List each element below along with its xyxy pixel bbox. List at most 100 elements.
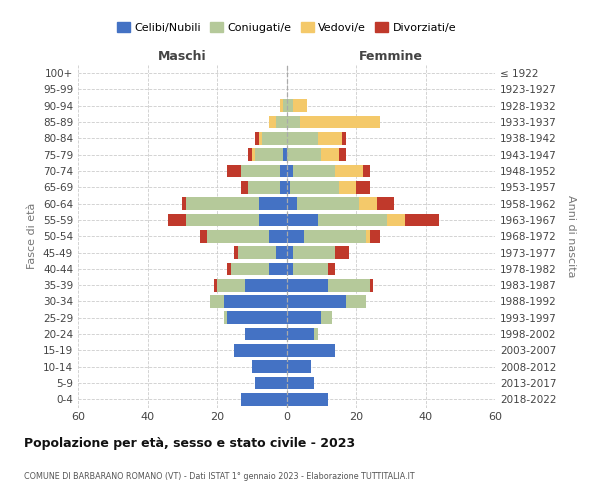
Bar [318,132,342,145]
Bar [293,100,307,112]
Bar [287,360,311,373]
Bar [287,181,290,194]
Bar [328,279,370,291]
Text: COMUNE DI BARBARANO ROMANO (VT) - Dati ISTAT 1° gennaio 2023 - Elaborazione TUTT: COMUNE DI BARBARANO ROMANO (VT) - Dati I… [24,472,415,481]
Bar [287,214,318,226]
Bar [238,246,276,259]
Bar [283,100,287,112]
Bar [255,376,287,390]
Bar [293,164,335,177]
Bar [248,181,280,194]
Bar [287,246,293,259]
Bar [276,116,287,128]
Bar [363,164,370,177]
Bar [318,214,387,226]
Bar [287,148,321,161]
Bar [241,393,287,406]
Bar [241,181,248,194]
Bar [314,328,318,340]
Bar [235,246,238,259]
Bar [370,230,380,242]
Bar [290,181,338,194]
Bar [287,262,293,275]
Bar [356,181,370,194]
Bar [255,132,259,145]
Bar [280,164,287,177]
Bar [297,198,359,210]
Y-axis label: Anni di nascita: Anni di nascita [566,195,576,278]
Bar [252,360,287,373]
Bar [287,132,318,145]
Bar [335,246,349,259]
Bar [287,100,293,112]
Bar [293,246,335,259]
Bar [321,312,332,324]
Bar [262,132,287,145]
Bar [245,328,287,340]
Bar [377,198,394,210]
Bar [241,164,280,177]
Bar [335,164,363,177]
Bar [287,279,328,291]
Bar [338,181,356,194]
Bar [206,230,269,242]
Bar [287,230,304,242]
Text: Maschi: Maschi [158,50,206,62]
Bar [359,198,377,210]
Bar [287,328,314,340]
Bar [304,230,367,242]
Bar [255,148,283,161]
Bar [338,148,346,161]
Bar [287,312,321,324]
Bar [214,279,217,291]
Bar [287,393,328,406]
Bar [235,344,287,357]
Bar [227,312,287,324]
Bar [287,164,293,177]
Bar [210,295,224,308]
Bar [252,148,255,161]
Bar [287,376,314,390]
Bar [283,148,287,161]
Bar [287,116,301,128]
Bar [287,344,335,357]
Bar [259,214,287,226]
Legend: Celibi/Nubili, Coniugati/e, Vedovi/e, Divorziati/e: Celibi/Nubili, Coniugati/e, Vedovi/e, Di… [112,18,461,37]
Bar [259,132,262,145]
Bar [276,246,287,259]
Bar [293,262,328,275]
Bar [287,295,346,308]
Bar [231,262,269,275]
Text: Femmine: Femmine [359,50,423,62]
Bar [287,198,297,210]
Bar [169,214,186,226]
Bar [269,262,287,275]
Bar [342,132,346,145]
Bar [217,279,245,291]
Bar [280,100,283,112]
Bar [328,262,335,275]
Bar [404,214,439,226]
Bar [367,230,370,242]
Bar [227,262,231,275]
Bar [280,181,287,194]
Y-axis label: Fasce di età: Fasce di età [28,203,37,270]
Bar [224,312,227,324]
Text: Popolazione per età, sesso e stato civile - 2023: Popolazione per età, sesso e stato civil… [24,438,355,450]
Bar [200,230,206,242]
Bar [182,198,186,210]
Bar [245,279,287,291]
Bar [186,214,259,226]
Bar [224,295,287,308]
Bar [259,198,287,210]
Bar [387,214,404,226]
Bar [321,148,338,161]
Bar [227,164,241,177]
Bar [248,148,252,161]
Bar [186,198,259,210]
Bar [370,279,373,291]
Bar [269,116,276,128]
Bar [301,116,380,128]
Bar [269,230,287,242]
Bar [346,295,367,308]
